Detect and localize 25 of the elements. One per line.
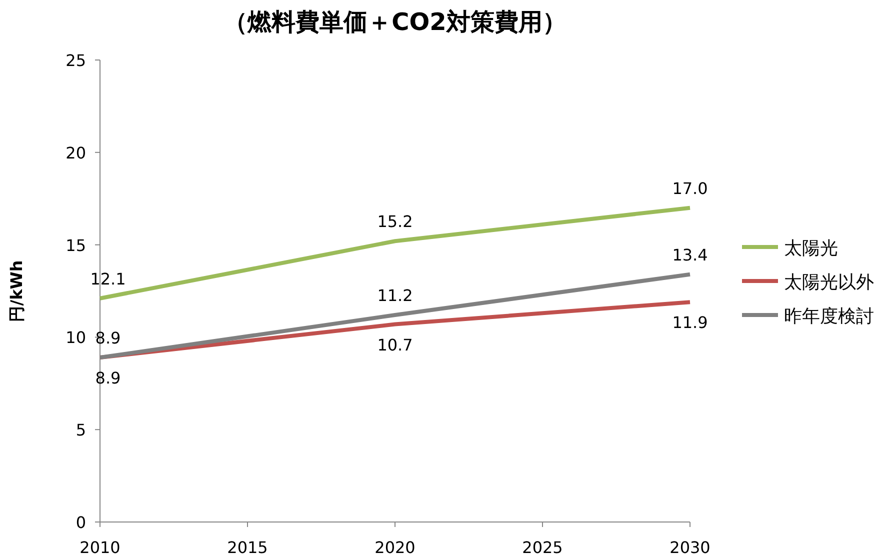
legend-label: 太陽光 xyxy=(784,238,838,259)
data-label: 8.9 xyxy=(95,368,121,388)
y-tick-label: 10 xyxy=(66,328,86,348)
data-label: 15.2 xyxy=(377,212,413,232)
x-tick-label: 2015 xyxy=(227,538,268,557)
data-label: 8.9 xyxy=(95,328,121,348)
legend-label: 昨年度検討 xyxy=(784,306,874,327)
data-label: 10.7 xyxy=(377,335,413,354)
x-tick-label: 2020 xyxy=(374,538,416,557)
data-label: 11.2 xyxy=(377,286,413,306)
y-axis-title: 円/kWh xyxy=(7,260,26,322)
data-label: 12.1 xyxy=(90,269,126,288)
y-tick-label: 15 xyxy=(66,236,86,255)
data-label: 11.9 xyxy=(672,313,708,332)
data-label: 17.0 xyxy=(672,178,708,198)
x-tick-label: 2030 xyxy=(670,538,710,557)
legend-label: 太陽光以外 xyxy=(784,272,874,293)
chart-title: （燃料費単価＋CO2対策費用） xyxy=(224,8,566,36)
x-tick-label: 2010 xyxy=(80,538,120,557)
x-tick-label: 2025 xyxy=(522,538,563,557)
data-label: 13.4 xyxy=(672,245,708,264)
y-tick-label: 0 xyxy=(76,513,86,532)
y-tick-label: 20 xyxy=(66,143,86,162)
y-tick-label: 25 xyxy=(66,51,86,70)
y-tick-label: 5 xyxy=(76,420,86,440)
